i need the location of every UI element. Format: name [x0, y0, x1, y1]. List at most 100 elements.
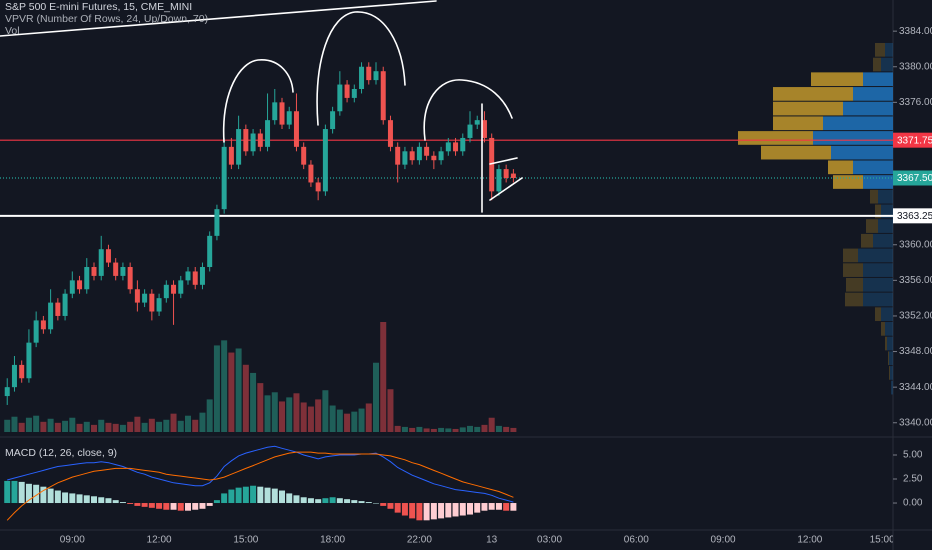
volume-bar	[228, 352, 235, 432]
histogram-bar	[445, 503, 452, 518]
x-tick-label: 06:00	[624, 535, 649, 546]
histogram-bar	[83, 495, 90, 504]
volume-bar	[467, 425, 473, 432]
histogram-bar	[300, 497, 307, 504]
candle-body	[272, 102, 278, 121]
volume-bar	[242, 364, 249, 432]
volume-bar	[148, 418, 155, 432]
histogram-bar	[351, 500, 358, 504]
price-label-box	[893, 170, 932, 186]
candle-body	[185, 271, 191, 281]
volume-bar	[62, 420, 69, 432]
volume-bar	[351, 411, 358, 432]
volume-bar	[192, 419, 199, 432]
y-tick-label: 3344.00	[899, 382, 932, 393]
histogram-bar	[358, 501, 365, 504]
volume-bar	[365, 403, 372, 432]
candle-body	[207, 235, 213, 268]
volume-bar	[177, 420, 184, 432]
histogram-bar	[438, 503, 445, 519]
volume-bar	[344, 413, 351, 432]
histogram-bar	[336, 498, 343, 504]
candle-body	[127, 267, 133, 290]
candle-body	[156, 298, 162, 312]
histogram-bar	[271, 488, 278, 504]
histogram-bar	[105, 498, 112, 504]
histogram-bar	[365, 502, 372, 504]
volume-bar	[510, 427, 517, 432]
candle-body	[395, 146, 401, 165]
y-tick-label: 3360.00	[899, 239, 932, 250]
volume-bar	[40, 421, 47, 432]
drawn-line	[489, 177, 523, 201]
histogram-bar	[322, 498, 329, 504]
histogram-bar	[221, 493, 228, 504]
histogram-bar	[452, 503, 459, 517]
x-tick-label: 15:00	[870, 535, 895, 546]
volume-bar	[452, 428, 459, 432]
candle-body	[286, 111, 292, 125]
profile-down-bar	[875, 307, 881, 322]
candle-body	[496, 169, 502, 192]
candle-body	[366, 66, 372, 81]
profile-up-bar	[878, 219, 893, 233]
layers	[0, 42, 893, 521]
profile-up-bar	[881, 307, 893, 322]
histogram-bar	[91, 496, 97, 504]
candle-body	[431, 155, 437, 161]
volume-bar	[76, 423, 83, 432]
volume-bar	[336, 409, 343, 432]
histogram-bar	[416, 503, 423, 521]
candle-body	[77, 280, 83, 290]
volume-bar	[423, 428, 430, 432]
histogram-bar	[192, 503, 199, 510]
candles	[4, 62, 516, 405]
volume-bar	[358, 408, 365, 432]
profile-down-bar	[773, 116, 823, 131]
x-tick-label: 12:00	[147, 535, 172, 546]
profile-up-bar	[885, 322, 893, 336]
candle-body	[236, 129, 242, 165]
candle-body	[98, 249, 104, 276]
volume-bar	[235, 348, 242, 432]
volume-bar	[300, 402, 307, 432]
volume-bar	[141, 422, 148, 432]
histogram-bar	[488, 503, 495, 510]
histogram-bar	[430, 503, 437, 520]
histogram-bar	[228, 489, 235, 504]
profile-down-bar	[738, 131, 813, 145]
profile-up-bar	[863, 72, 893, 87]
profile-down-bar	[873, 57, 881, 72]
histogram-bar	[510, 503, 517, 511]
candle-body	[149, 293, 155, 312]
volume-bar	[495, 425, 502, 432]
candle-body	[293, 111, 299, 147]
profile-up-bar	[890, 366, 893, 380]
volume-bar	[459, 427, 466, 432]
histogram-bar	[163, 503, 170, 510]
histogram-bar	[69, 493, 76, 504]
volume-bars	[4, 322, 517, 432]
histogram-bar	[177, 503, 184, 511]
profile-up-bar	[831, 145, 893, 160]
profile-up-bar	[853, 87, 893, 101]
volume-bar	[112, 423, 119, 432]
histogram-bar	[62, 492, 69, 504]
profile-up-bar	[863, 292, 893, 307]
profile-up-bar	[891, 380, 893, 395]
volume-bar	[279, 401, 285, 432]
profile-down-bar	[773, 101, 843, 116]
candle-body	[55, 302, 61, 316]
candle-body	[69, 280, 75, 294]
histogram-bar	[134, 503, 141, 506]
volume-bar	[329, 405, 336, 432]
profile-up-bar	[873, 233, 893, 248]
histogram-bar	[141, 503, 148, 507]
volume-bar	[315, 399, 322, 432]
volume-bar	[250, 372, 257, 432]
x-tick-label: 09:00	[711, 535, 736, 546]
candle-body	[438, 151, 444, 161]
macd-title: MACD (12, 26, close, 9)	[5, 447, 117, 459]
candle-body	[171, 284, 177, 294]
volume-bar	[119, 424, 126, 432]
